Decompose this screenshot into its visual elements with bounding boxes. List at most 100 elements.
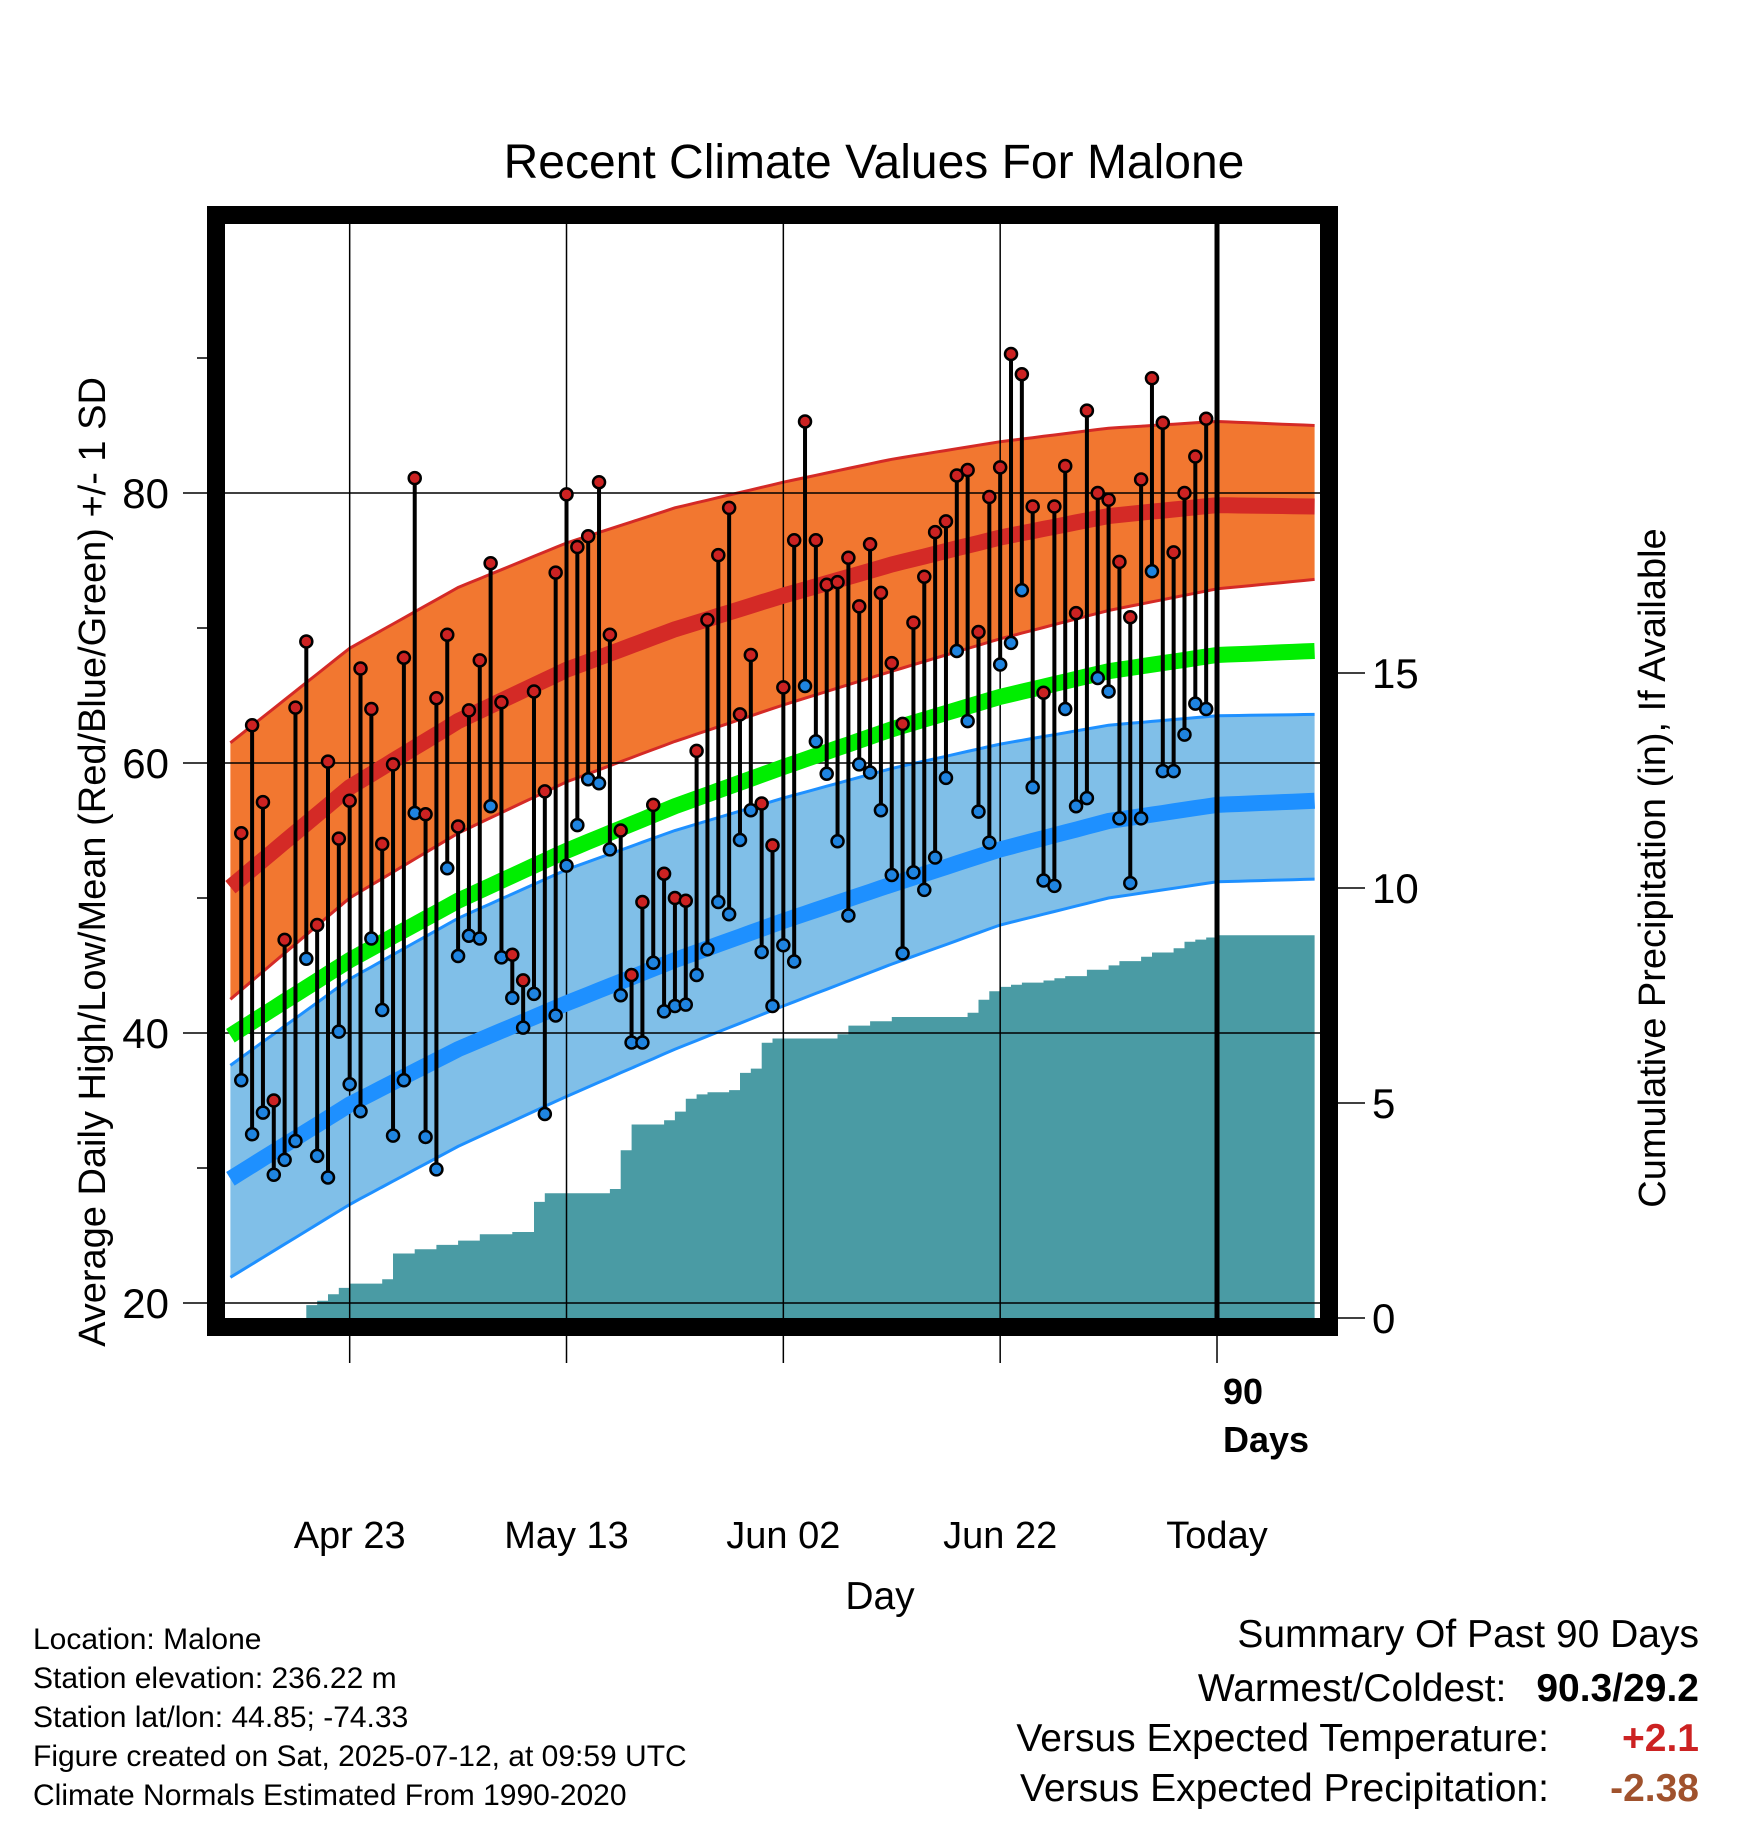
daily-low-point xyxy=(711,894,726,910)
daily-low-point xyxy=(1166,763,1181,779)
daily-low-point xyxy=(982,835,997,850)
info-location: Location: Malone xyxy=(33,1623,262,1656)
daily-low-point xyxy=(689,967,704,983)
y-tick-label: 60 xyxy=(122,740,169,787)
daily-low-point xyxy=(992,657,1008,672)
daily-low-point xyxy=(537,1106,553,1122)
y2-tick-label: 15 xyxy=(1372,650,1419,697)
daily-high-point xyxy=(754,796,769,811)
daily-high-point xyxy=(374,836,390,852)
daily-low-point xyxy=(1133,811,1149,826)
summary-precip: Versus Expected Precipitation: -2.38 xyxy=(1016,1764,1699,1814)
daily-low-point xyxy=(949,643,965,659)
daily-high-point xyxy=(960,462,975,478)
daily-high-point xyxy=(982,489,997,505)
daily-low-point xyxy=(1014,582,1030,598)
daily-high-point xyxy=(841,550,856,566)
daily-low-point xyxy=(895,946,910,961)
daily-high-point xyxy=(1057,458,1073,474)
daily-low-point xyxy=(884,867,900,883)
precip-area xyxy=(241,935,1315,1318)
info-normals: Climate Normals Estimated From 1990-2020 xyxy=(33,1779,627,1812)
daily-high-point xyxy=(1090,485,1105,501)
today-marker-label-1: 90 xyxy=(1223,1371,1263,1412)
x-tick-label: May 13 xyxy=(504,1515,629,1557)
daily-low-point xyxy=(266,1167,282,1182)
info-latlon: Station lat/lon: 44.85; -74.33 xyxy=(33,1701,409,1734)
mean-normal-line xyxy=(226,643,1315,1043)
daily-high-point xyxy=(765,838,780,853)
daily-high-point xyxy=(992,460,1008,475)
station-info: Location: Malone Station elevation: 236.… xyxy=(33,1620,687,1815)
summary-warmest-coldest: Warmest/Coldest: 90.3/29.2 xyxy=(1016,1664,1699,1714)
daily-low-point xyxy=(526,986,542,1002)
daily-high-point xyxy=(927,524,943,540)
daily-low-point xyxy=(288,1133,303,1149)
daily-low-point xyxy=(938,770,954,786)
daily-high-point xyxy=(407,470,422,486)
daily-high-point xyxy=(711,547,726,563)
daily-high-point xyxy=(570,539,585,555)
daily-low-point xyxy=(309,1148,325,1164)
y-tick-label: 20 xyxy=(122,1280,169,1327)
daily-low-point xyxy=(732,832,748,848)
daily-low-point xyxy=(472,931,488,946)
daily-low-point xyxy=(1177,727,1192,742)
daily-high-point xyxy=(483,555,498,571)
daily-high-point xyxy=(385,757,401,772)
daily-high-point xyxy=(537,784,553,799)
daily-low-point xyxy=(906,865,921,880)
daily-high-point xyxy=(342,793,357,809)
daily-low-point xyxy=(1025,780,1040,795)
daily-high-point xyxy=(808,533,824,548)
daily-low-point xyxy=(873,803,889,818)
x-tick-label: Jun 22 xyxy=(943,1515,1057,1557)
daily-high-point xyxy=(678,893,694,908)
daily-low-point xyxy=(1144,564,1160,579)
daily-low-point xyxy=(234,1073,249,1088)
daily-high-point xyxy=(266,1093,282,1108)
daily-low-point xyxy=(917,882,932,898)
daily-high-point xyxy=(418,807,433,822)
daily-high-point xyxy=(797,414,813,429)
daily-low-point xyxy=(656,1004,672,1019)
daily-high-point xyxy=(353,661,368,676)
daily-low-point xyxy=(1003,635,1019,651)
x-tick-label: Jun 02 xyxy=(726,1515,840,1557)
temp-value: +2.1 xyxy=(1622,1717,1699,1760)
daily-low-point xyxy=(331,1024,347,1039)
daily-low-point xyxy=(429,1162,444,1177)
daily-high-point xyxy=(1101,492,1116,507)
precip-label: Versus Expected Precipitation: xyxy=(1020,1767,1549,1810)
daily-high-point xyxy=(320,754,336,769)
daily-low-point xyxy=(645,955,661,971)
daily-high-point xyxy=(1198,411,1214,426)
high-upper-line xyxy=(229,419,1315,744)
daily-high-point xyxy=(331,831,347,846)
daily-high-point xyxy=(613,823,628,838)
daily-high-point xyxy=(277,932,292,948)
daily-high-point xyxy=(786,533,802,548)
daily-high-point xyxy=(494,695,509,710)
daily-high-point xyxy=(1036,685,1051,701)
daily-high-point xyxy=(505,947,520,962)
daily-low-point xyxy=(700,942,715,957)
daily-high-point xyxy=(1188,449,1203,464)
daily-high-point xyxy=(862,537,878,552)
daily-low-point xyxy=(320,1170,336,1185)
daily-high-point xyxy=(938,514,954,529)
y-tick-label: 80 xyxy=(122,470,169,517)
warmest-coldest-value: 90.3/29.2 xyxy=(1536,1667,1699,1710)
daily-low-point xyxy=(1068,798,1084,814)
low-upper-line xyxy=(229,712,1315,1067)
daily-high-point xyxy=(645,797,661,813)
daily-low-point xyxy=(927,850,943,865)
daily-high-point xyxy=(895,716,910,732)
daily-high-point xyxy=(1014,366,1030,382)
daily-high-point xyxy=(1068,605,1084,621)
y2-tick-label: 5 xyxy=(1372,1080,1395,1127)
high-sd-band xyxy=(230,421,1315,1000)
daily-high-point xyxy=(580,528,596,544)
daily-low-point xyxy=(830,834,845,849)
